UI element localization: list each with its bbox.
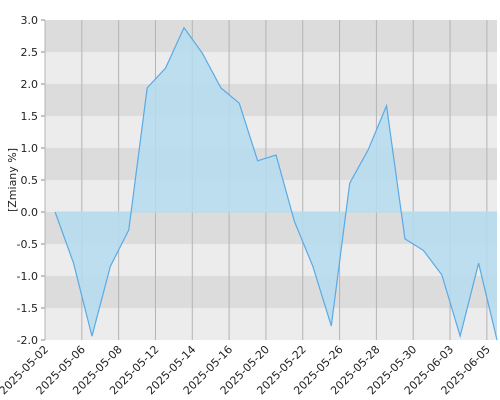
grid-band bbox=[45, 20, 497, 52]
grid-band bbox=[45, 52, 497, 84]
grid-band bbox=[45, 84, 497, 116]
y-tick-label: 1.0 bbox=[21, 142, 39, 155]
y-tick-label: -1.5 bbox=[17, 302, 38, 315]
grid-band bbox=[45, 276, 497, 308]
y-tick-label: 2.0 bbox=[21, 78, 39, 91]
grid-band bbox=[45, 116, 497, 148]
y-tick-label: 3.0 bbox=[21, 14, 39, 27]
y-tick-label: 0.5 bbox=[21, 174, 39, 187]
y-tick-label: -1.0 bbox=[17, 270, 38, 283]
grid-band bbox=[45, 308, 497, 340]
line bbox=[54, 26, 498, 341]
y-axis-label: [Zmiany %] bbox=[6, 148, 19, 212]
y-tick-label: 1.5 bbox=[21, 110, 39, 123]
y-tick-label: 0.0 bbox=[21, 206, 39, 219]
y-tick-label: 2.5 bbox=[21, 46, 39, 59]
y-tick-label: -2.0 bbox=[17, 334, 38, 347]
y-tick-label: -0.5 bbox=[17, 238, 38, 251]
